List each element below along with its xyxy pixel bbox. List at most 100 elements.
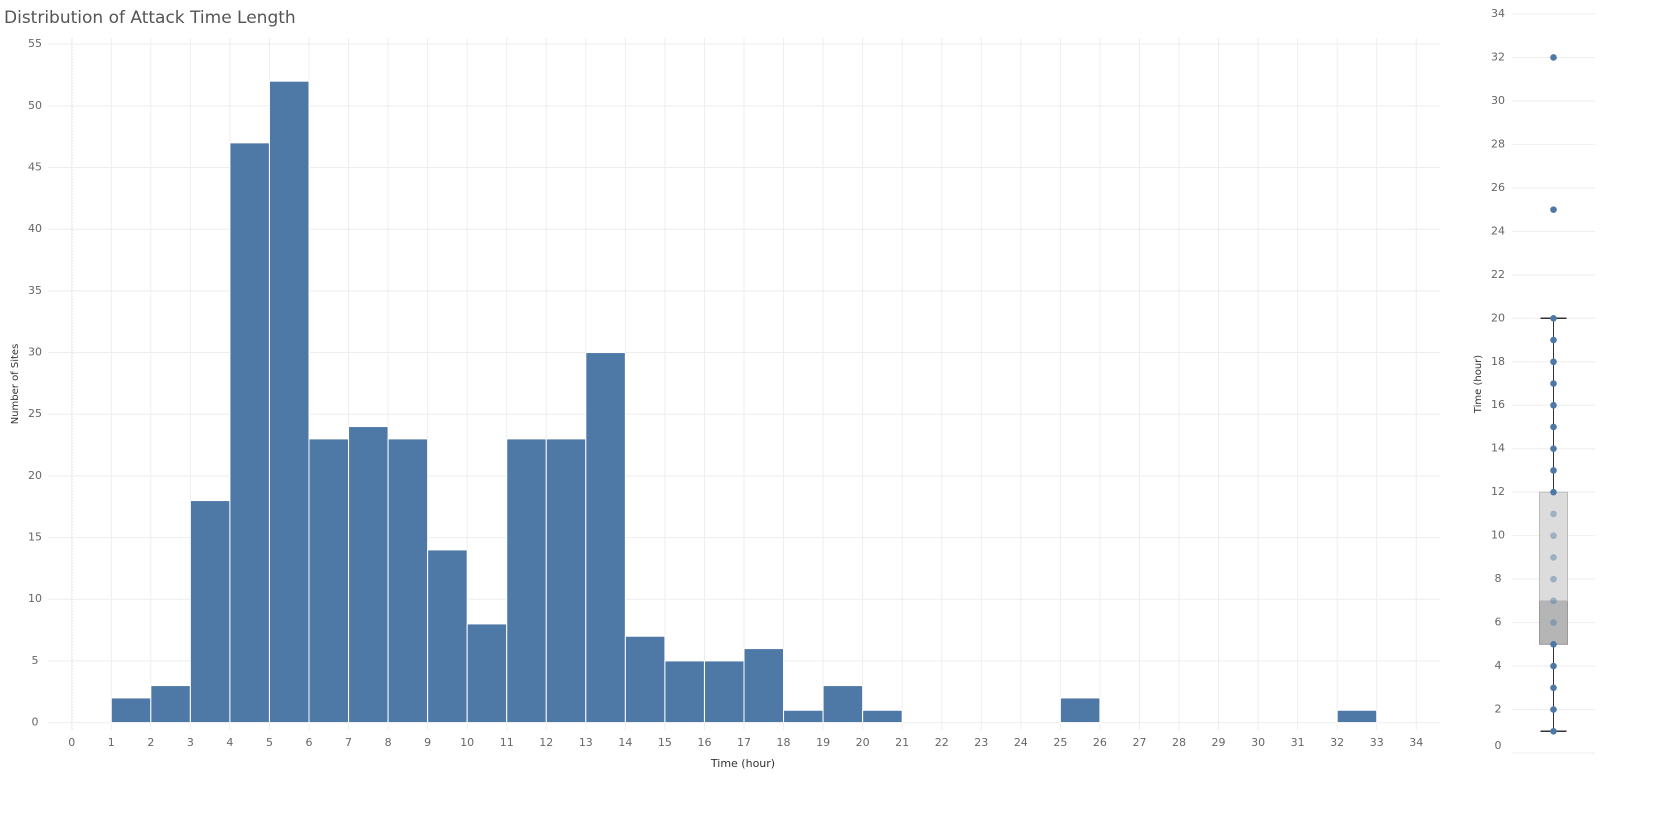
bar <box>110 697 152 724</box>
y-tick-label: 34 <box>1491 7 1505 20</box>
y-tick-label: 2 <box>1495 703 1502 716</box>
x-tick-label: 34 <box>1409 736 1423 749</box>
y-tick-label: 30 <box>1491 94 1505 107</box>
x-tick-label: 26 <box>1093 736 1107 749</box>
x-tick-label: 10 <box>460 736 474 749</box>
x-tick-label: 2 <box>147 736 154 749</box>
y-tick-label: 15 <box>28 531 42 544</box>
bar <box>783 709 824 724</box>
y-tick-label: 0 <box>1495 739 1502 752</box>
point <box>1550 684 1557 692</box>
x-tick-label: 4 <box>226 736 233 749</box>
y-tick-label: 20 <box>28 469 42 482</box>
bar <box>624 635 666 724</box>
y-tick-label: 32 <box>1491 50 1505 63</box>
bar <box>229 142 270 724</box>
x-tick-label: 28 <box>1172 736 1186 749</box>
bar <box>466 623 508 724</box>
y-tick-label: 26 <box>1491 181 1505 194</box>
x-tick-label: 25 <box>1053 736 1067 749</box>
bar <box>189 500 231 724</box>
y-tick-label: 0 <box>32 716 39 729</box>
point <box>1550 641 1557 648</box>
y-tick-label: 22 <box>1491 268 1505 281</box>
y-tick-label: 40 <box>28 222 42 235</box>
y-tick-label: 8 <box>1495 572 1502 585</box>
chart-title: Distribution of Attack Time Length <box>4 8 296 28</box>
y-tick-label: 20 <box>1491 311 1505 324</box>
point <box>1550 423 1557 431</box>
x-tick-label: 11 <box>500 736 514 749</box>
point <box>1550 619 1557 626</box>
y-tick-label: 4 <box>1495 659 1502 672</box>
bar <box>1059 697 1101 724</box>
point <box>1550 445 1557 453</box>
point <box>1550 467 1557 474</box>
point <box>1550 336 1557 344</box>
x-tick-label: 27 <box>1132 736 1146 749</box>
y-tick-label: 35 <box>28 284 42 297</box>
bar <box>506 438 547 724</box>
bar <box>545 438 587 724</box>
y-tick-label: 24 <box>1491 224 1505 237</box>
bar <box>427 549 468 724</box>
y-tick-label: 30 <box>28 346 42 359</box>
point <box>1550 706 1557 713</box>
bar <box>703 660 745 724</box>
x-tick-label: 21 <box>895 736 909 749</box>
y-tick-label: 12 <box>1491 485 1505 498</box>
x-tick-label: 16 <box>697 736 711 749</box>
bar <box>862 709 903 724</box>
x-tick-label: 20 <box>856 736 870 749</box>
point <box>1550 532 1557 539</box>
point <box>1550 662 1557 670</box>
x-tick-label: 32 <box>1330 736 1344 749</box>
x-tick-label: 14 <box>618 736 632 749</box>
y-tick-label: 5 <box>32 654 39 667</box>
x-tick-label: 19 <box>816 736 830 749</box>
x-tick-label: 30 <box>1251 736 1265 749</box>
bar <box>1336 709 1378 724</box>
y-tick-label: 50 <box>28 99 42 112</box>
x-axis-title: Time (hour) <box>710 757 775 770</box>
x-tick-label: 15 <box>658 736 672 749</box>
x-tick-label: 5 <box>266 736 273 749</box>
y-tick-label: 25 <box>28 407 42 420</box>
box-upper <box>1539 491 1568 602</box>
x-tick-label: 7 <box>345 736 352 749</box>
point <box>1550 597 1557 605</box>
x-tick-label: 31 <box>1291 736 1305 749</box>
point <box>1550 727 1557 735</box>
x-tick-label: 12 <box>539 736 553 749</box>
y-tick-label: 18 <box>1491 355 1505 368</box>
x-tick-label: 13 <box>579 736 593 749</box>
y-tick-label: 14 <box>1491 442 1505 455</box>
x-tick-label: 6 <box>306 736 313 749</box>
point <box>1550 314 1557 322</box>
point <box>1550 488 1557 496</box>
box-y-axis-title: Time (hour) <box>1473 355 1484 414</box>
bar <box>822 685 864 724</box>
y-axis-title: Number of Sites <box>10 344 21 425</box>
point <box>1550 358 1557 366</box>
x-tick-label: 0 <box>68 736 75 749</box>
bar <box>150 685 191 724</box>
x-tick-label: 3 <box>187 736 194 749</box>
bar <box>308 438 350 724</box>
point <box>1550 380 1557 387</box>
y-tick-label: 45 <box>28 161 42 174</box>
point <box>1550 401 1557 409</box>
bar <box>268 80 310 724</box>
y-tick-label: 10 <box>1491 529 1505 542</box>
bar <box>387 438 429 724</box>
point <box>1550 575 1557 583</box>
y-tick-label: 55 <box>28 37 42 50</box>
bar <box>585 352 626 724</box>
x-tick-label: 17 <box>737 736 751 749</box>
bar <box>664 660 705 724</box>
bar <box>743 648 785 724</box>
x-tick-label: 1 <box>108 736 115 749</box>
point <box>1550 206 1557 213</box>
